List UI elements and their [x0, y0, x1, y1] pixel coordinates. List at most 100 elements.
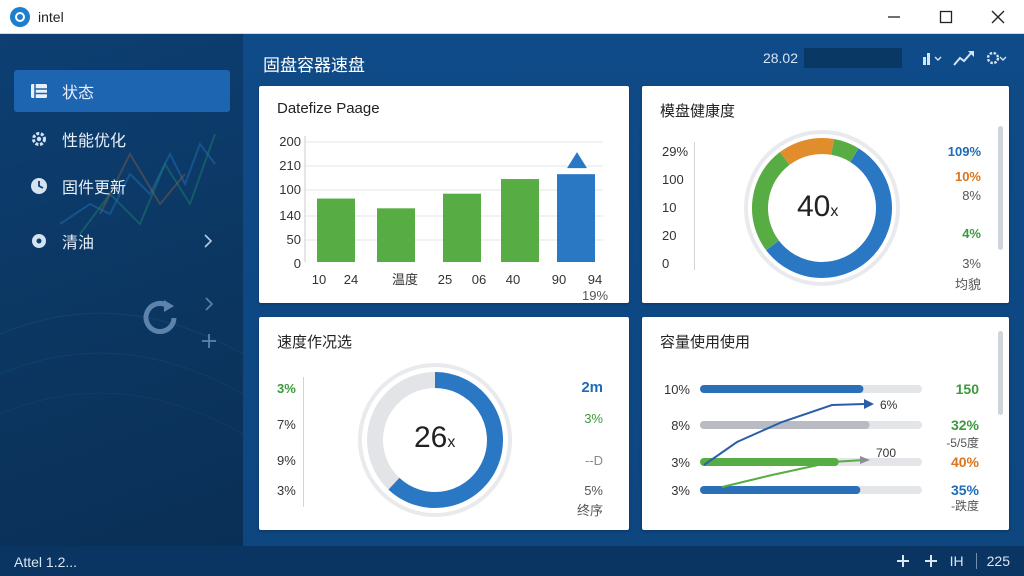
sidebar-item-firmware[interactable]: 固件更新 [14, 165, 230, 207]
scrollbar[interactable] [998, 331, 1003, 415]
speed-card: 速度作况选 26x 3% 7% 9% 3% 2m 3% --D 5% 终序 [259, 317, 629, 530]
card-title: Datefize Paage [277, 100, 380, 117]
legend-value: 3% [584, 411, 603, 426]
row-value: 35% [951, 482, 980, 498]
list-icon [28, 80, 50, 102]
axis-label: 10 [662, 200, 677, 215]
card-title: 速度作况选 [277, 334, 353, 351]
row-value: 150 [956, 381, 980, 397]
row-value: 40% [951, 454, 980, 470]
bar [317, 198, 355, 262]
axis-label: 20 [662, 228, 677, 243]
gear-icon [28, 128, 50, 150]
donut-outer-ring [744, 130, 900, 286]
trend-line [721, 459, 865, 488]
legend-value: 均貌 [954, 277, 981, 292]
legend-value: 4% [962, 226, 981, 241]
axis-label: 0 [662, 256, 670, 271]
health-card: 模盘健康度 40x 29% 100 10 20 0 109% 10% 8% 4% 3% 均貌 [642, 86, 1009, 303]
bar-extra-label: 19% [582, 288, 608, 303]
x-tick-label: 25 [438, 272, 452, 287]
legend-value: 109% [947, 144, 981, 159]
axis-label: 9% [277, 453, 296, 468]
axis-label: 3% [277, 381, 296, 396]
bar-fill [700, 385, 864, 393]
bar [443, 193, 481, 262]
sidebar-item-performance[interactable]: 性能优化 [14, 118, 230, 160]
legend-value: 2m [581, 379, 603, 396]
y-tick-label: 210 [279, 158, 301, 173]
add-icon[interactable] [892, 552, 914, 570]
refresh-icon [143, 300, 177, 334]
settings-icon [28, 230, 50, 252]
minimize-button[interactable] [868, 0, 920, 34]
legend-value: 8% [962, 188, 981, 203]
scrollbar[interactable] [998, 126, 1003, 250]
close-button[interactable] [972, 0, 1024, 34]
legend-value: 5% [584, 483, 603, 498]
plus-icon [202, 334, 216, 348]
donut-segment [779, 138, 834, 166]
row-sub-label: -5/5度 [946, 435, 979, 450]
row-label: 3% [671, 455, 690, 470]
chevron-right-icon [205, 297, 214, 311]
status-bar: Attel 1.2... IH 225 [0, 546, 1024, 576]
y-tick-label: 0 [294, 256, 301, 271]
clock-icon [28, 175, 50, 197]
bar-chart-card: Datefize Paage 0 50 140 100 210 200 10 24 温度 25 06… [259, 86, 629, 303]
annotation: 6% [880, 398, 898, 412]
bar-fill [700, 486, 861, 494]
y-tick-label: 50 [287, 232, 301, 247]
x-tick-label: 06 [472, 272, 486, 287]
x-tick-label: 40 [506, 272, 520, 287]
divider [975, 553, 977, 569]
x-tick-label: 90 [552, 272, 566, 287]
divider [303, 377, 304, 507]
health-center-value: 40x [797, 190, 839, 223]
page-title: 固盘容器速盘 [263, 56, 365, 75]
status-mid-text: IH [949, 553, 964, 569]
search-field[interactable] [804, 48, 902, 68]
x-tick-label: 温度 [392, 272, 418, 287]
arrow-icon [864, 399, 874, 409]
speed-center-value: 26x [414, 421, 456, 454]
maximize-button[interactable] [920, 0, 972, 34]
version-text: 28.02 [762, 50, 798, 66]
donut-fill [388, 372, 503, 508]
row-label: 3% [671, 483, 690, 498]
donut-segment [766, 148, 892, 278]
y-tick-label: 100 [279, 182, 301, 197]
trend-line [703, 403, 865, 466]
chart-dropdown-icon[interactable] [918, 48, 946, 68]
row-sub-label: -跌度 [951, 498, 979, 513]
app-logo-icon [10, 6, 30, 27]
bar [557, 174, 595, 262]
annotation: 700 [876, 446, 896, 460]
capacity-card: 容量使用使用 10% 150 8% 32% 3% 40% 3% 35% -5/5度 -跌度 6% 70… [642, 317, 1009, 530]
bar [501, 179, 539, 262]
settings-dropdown-icon[interactable] [982, 48, 1010, 68]
arrow-icon [860, 456, 870, 464]
sidebar-item-label: 固件更新 [62, 180, 127, 197]
up-arrow-icon [567, 152, 587, 169]
axis-label: 100 [662, 172, 684, 187]
sidebar-item-label: 性能优化 [62, 133, 127, 150]
card-title: 模盘健康度 [660, 103, 736, 120]
sidebar-background-graphic [0, 133, 243, 435]
speed-donut-chart [358, 363, 512, 517]
legend-value: 10% [954, 169, 981, 184]
legend-value: 3% [962, 256, 981, 271]
sidebar-item-clean[interactable]: 清油 [14, 220, 230, 262]
x-tick-label: 10 [312, 272, 326, 287]
axis-label: 7% [277, 417, 296, 432]
sidebar-item-status[interactable]: 状态 [14, 70, 230, 112]
y-tick-label: 140 [279, 208, 301, 223]
status-count: 225 [986, 553, 1010, 569]
main-panel: 固盘容器速盘 28.02 Datefize Paage 0 50 140 100 210… [243, 34, 1024, 546]
bar-fill [700, 421, 870, 429]
add-icon[interactable] [920, 552, 942, 570]
legend-value: 终序 [576, 503, 603, 518]
trend-icon[interactable] [950, 48, 978, 68]
window-title: intel [38, 8, 64, 25]
